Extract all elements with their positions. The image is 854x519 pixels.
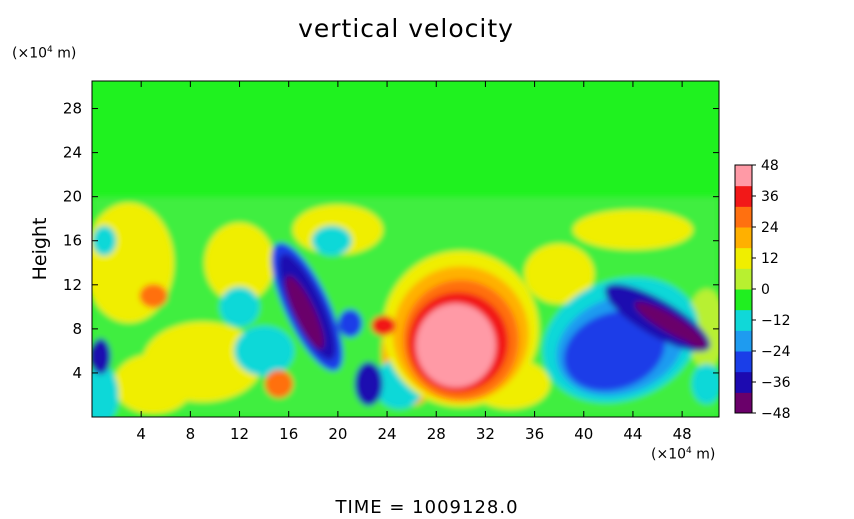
y-tick-label: 8 [72,320,82,338]
x-axis-unit: (×104 m) [651,446,716,463]
updraft-contour [371,315,396,336]
y-axis-unit: (×104 m) [12,45,77,62]
downdraft-contour [92,338,111,375]
x-tick-label: 32 [476,425,495,443]
colorbar-tick-label: 24 [761,220,779,236]
colorbar-segment [735,330,752,352]
colorbar-segment [735,309,752,331]
cyan-patch [234,325,295,376]
yellow-green-patch [524,243,595,304]
cyan-patch [691,363,719,404]
colorbar-tick-label: −24 [761,344,791,360]
x-tick-label: 20 [328,425,347,443]
downdraft-contour [563,311,666,391]
downdraft-contour [354,361,383,406]
y-tick-label: 24 [63,144,82,162]
updraft-contour [424,323,477,384]
x-tick-label: 44 [623,425,642,443]
x-tick-label: 40 [574,425,593,443]
x-tick-label: 48 [673,425,692,443]
x-tick-label: 28 [427,425,446,443]
colorbar-segment [735,206,752,228]
y-axis-ticks: 4 8 12 16 20 24 28 [63,100,719,382]
y-tick-label: 28 [63,100,82,118]
x-tick-label: 12 [230,425,249,443]
x-axis-ticks: 4 8 12 16 20 24 28 32 36 40 44 48 [136,81,692,443]
cyan-patch [92,225,117,256]
downdraft-contour [681,331,707,349]
cyan-patch [311,225,352,256]
colorbar-segment [735,165,752,187]
updraft-contour [139,283,168,308]
updraft-contour [264,369,293,398]
colorbar-tick-label: 12 [761,251,779,267]
colorbar-tick-label: −36 [761,375,791,391]
yellow-green-patch [572,209,693,250]
x-tick-label: 36 [525,425,544,443]
colorbar-tick-label: 0 [761,282,770,298]
colorbar-tick-label: 36 [761,189,779,205]
y-tick-label: 12 [63,276,82,294]
colorbar-segment [735,289,752,311]
downdraft-contour [338,309,363,338]
colorbar-tick-label: −48 [761,406,791,422]
colorbar-segment [735,268,752,290]
field-layer [92,196,719,417]
y-tick-label: 20 [63,188,82,206]
plot-frame [91,80,720,418]
chart-title: vertical velocity [298,14,514,43]
colorbar-segment [735,371,752,393]
x-tick-label: 4 [136,425,146,443]
yellow-green-patch [204,222,275,303]
cyan-patch [92,364,119,417]
colorbar-segment [735,392,752,414]
colorbar-segment [735,247,752,269]
x-tick-label: 24 [378,425,397,443]
colorbar-segment [735,351,752,373]
y-tick-label: 4 [72,364,82,382]
x-tick-label: 8 [186,425,196,443]
x-tick-label: 16 [279,425,298,443]
cyan-patch [219,286,260,327]
time-label: TIME = 1009128.0 [335,497,519,518]
colorbar-tick-label: 48 [761,158,779,174]
downdraft-contour [285,275,324,349]
colorbar-segment [735,185,752,207]
y-tick-label: 16 [63,232,82,250]
colorbar: 48 36 24 12 0 −12 −24 −36 −48 [734,158,791,422]
colorbar-tick-label: −12 [761,313,791,329]
yellow-green-patch [113,353,194,414]
colorbar-segment [735,227,752,249]
